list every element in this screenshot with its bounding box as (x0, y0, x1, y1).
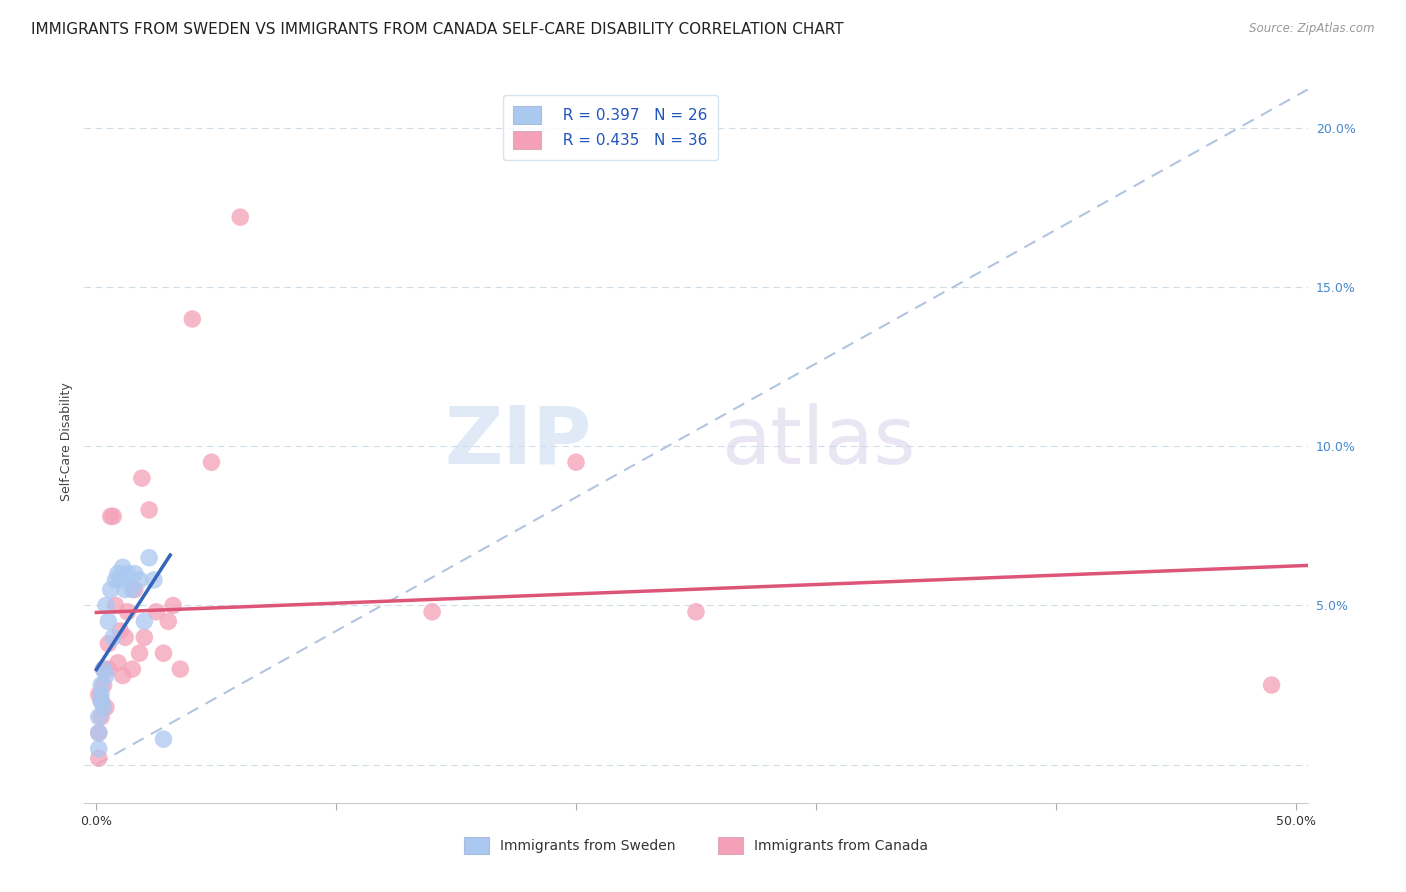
Point (124, 582, 146, 597)
Point (128, 646, 150, 660)
Point (97, 662, 120, 676)
Point (200, 455, 222, 469)
Point (87, 725, 110, 739)
Point (90, 678, 112, 692)
Point (117, 566, 139, 581)
Point (121, 662, 143, 676)
Point (107, 566, 129, 581)
Point (97, 615, 120, 629)
Point (110, 573, 132, 587)
Point (101, 509, 124, 524)
Point (565, 455, 588, 469)
Point (100, 509, 122, 524)
Point (93, 662, 115, 676)
Point (169, 662, 191, 676)
Text: atlas: atlas (721, 402, 915, 481)
Point (229, 210, 252, 224)
Point (111, 668, 134, 682)
Point (685, 605, 707, 619)
Point (121, 582, 143, 597)
Point (110, 624, 132, 638)
Point (134, 615, 156, 629)
Point (134, 630, 156, 644)
Point (90, 688, 112, 702)
Point (101, 630, 124, 644)
Point (138, 550, 160, 565)
Point (104, 573, 127, 587)
Point (142, 573, 165, 587)
Point (90, 694, 112, 708)
Y-axis label: Self-Care Disability: Self-Care Disability (60, 382, 73, 501)
Point (87, 741, 110, 756)
Text: IMMIGRANTS FROM SWEDEN VS IMMIGRANTS FROM CANADA SELF-CARE DISABILITY CORRELATIO: IMMIGRANTS FROM SWEDEN VS IMMIGRANTS FRO… (31, 22, 844, 37)
Point (90, 710, 112, 724)
Point (104, 599, 127, 613)
Point (87, 751, 110, 765)
Point (420, 605, 443, 619)
Point (162, 599, 184, 613)
Point (124, 566, 146, 581)
Point (94, 668, 117, 682)
Point (111, 560, 134, 574)
Point (145, 605, 167, 619)
Point (117, 605, 139, 619)
Point (93, 700, 115, 714)
Point (87, 725, 110, 739)
Point (107, 656, 129, 670)
Point (87, 688, 110, 702)
Point (94, 700, 117, 714)
Point (131, 471, 153, 485)
Point (90, 694, 112, 708)
Text: ZIP: ZIP (444, 402, 592, 481)
Point (152, 646, 174, 660)
Legend: Immigrants from Sweden, Immigrants from Canada: Immigrants from Sweden, Immigrants from … (457, 830, 935, 861)
Point (138, 503, 160, 517)
Point (181, 312, 204, 326)
Point (93, 662, 115, 676)
Point (152, 732, 174, 747)
Point (100, 582, 122, 597)
Point (1260, 678, 1282, 692)
Point (94, 599, 117, 613)
Point (114, 582, 136, 597)
Point (128, 573, 150, 587)
Text: Source: ZipAtlas.com: Source: ZipAtlas.com (1250, 22, 1375, 36)
Point (157, 615, 180, 629)
Point (87, 710, 110, 724)
Point (114, 630, 136, 644)
Point (93, 678, 115, 692)
Point (97, 637, 120, 651)
